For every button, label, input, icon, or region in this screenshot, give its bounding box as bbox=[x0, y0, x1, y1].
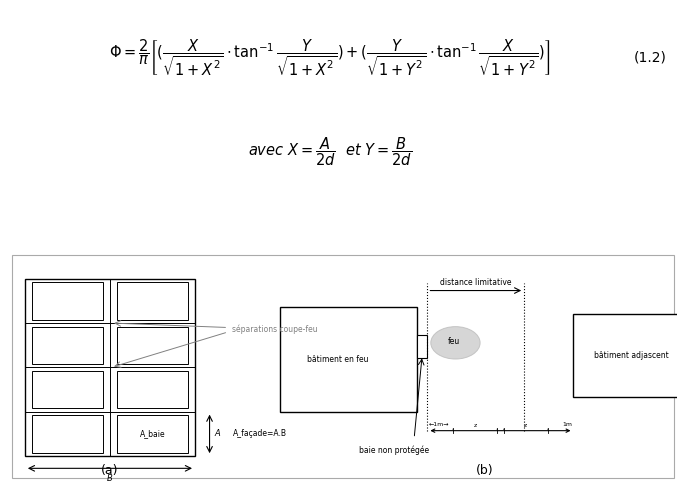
Text: (1.2): (1.2) bbox=[633, 50, 666, 65]
Text: bâtiment en feu: bâtiment en feu bbox=[307, 355, 368, 364]
Text: z: z bbox=[473, 423, 477, 428]
Bar bbox=[117, 282, 188, 320]
Text: feu: feu bbox=[447, 338, 460, 346]
Text: A_façade=A.B: A_façade=A.B bbox=[233, 429, 287, 439]
Text: B: B bbox=[107, 474, 113, 483]
Text: A_baie: A_baie bbox=[139, 429, 166, 439]
Bar bbox=[117, 327, 188, 364]
Text: $avec\ X = \dfrac{A}{2d}\ \ et\ Y = \dfrac{B}{2d}$: $avec\ X = \dfrac{A}{2d}\ \ et\ Y = \dfr… bbox=[247, 136, 412, 168]
Text: A: A bbox=[214, 429, 220, 439]
Bar bbox=[574, 314, 687, 397]
Bar bbox=[32, 371, 103, 408]
Text: (b): (b) bbox=[476, 464, 494, 477]
Bar bbox=[417, 335, 427, 357]
Text: séparations coupe-feu: séparations coupe-feu bbox=[232, 325, 317, 335]
Bar bbox=[117, 371, 188, 408]
Bar bbox=[117, 415, 188, 452]
Text: $\Phi = \dfrac{2}{\pi}\left[(\dfrac{X}{\sqrt{1+X^2}} \cdot \tan^{-1}\dfrac{Y}{\s: $\Phi = \dfrac{2}{\pi}\left[(\dfrac{X}{\… bbox=[109, 38, 550, 78]
Text: z: z bbox=[524, 423, 528, 428]
Bar bbox=[32, 327, 103, 364]
Text: bâtiment adjascent: bâtiment adjascent bbox=[594, 351, 669, 360]
Bar bbox=[25, 279, 195, 456]
Text: ←1m→: ←1m→ bbox=[429, 422, 449, 427]
Text: distance limitative: distance limitative bbox=[440, 278, 512, 287]
Bar bbox=[280, 307, 417, 412]
Text: 1m: 1m bbox=[562, 422, 572, 427]
Text: (a): (a) bbox=[101, 464, 119, 477]
Bar bbox=[32, 415, 103, 452]
Text: baie non protégée: baie non protégée bbox=[359, 445, 429, 454]
Circle shape bbox=[431, 327, 480, 359]
Bar bbox=[32, 282, 103, 320]
